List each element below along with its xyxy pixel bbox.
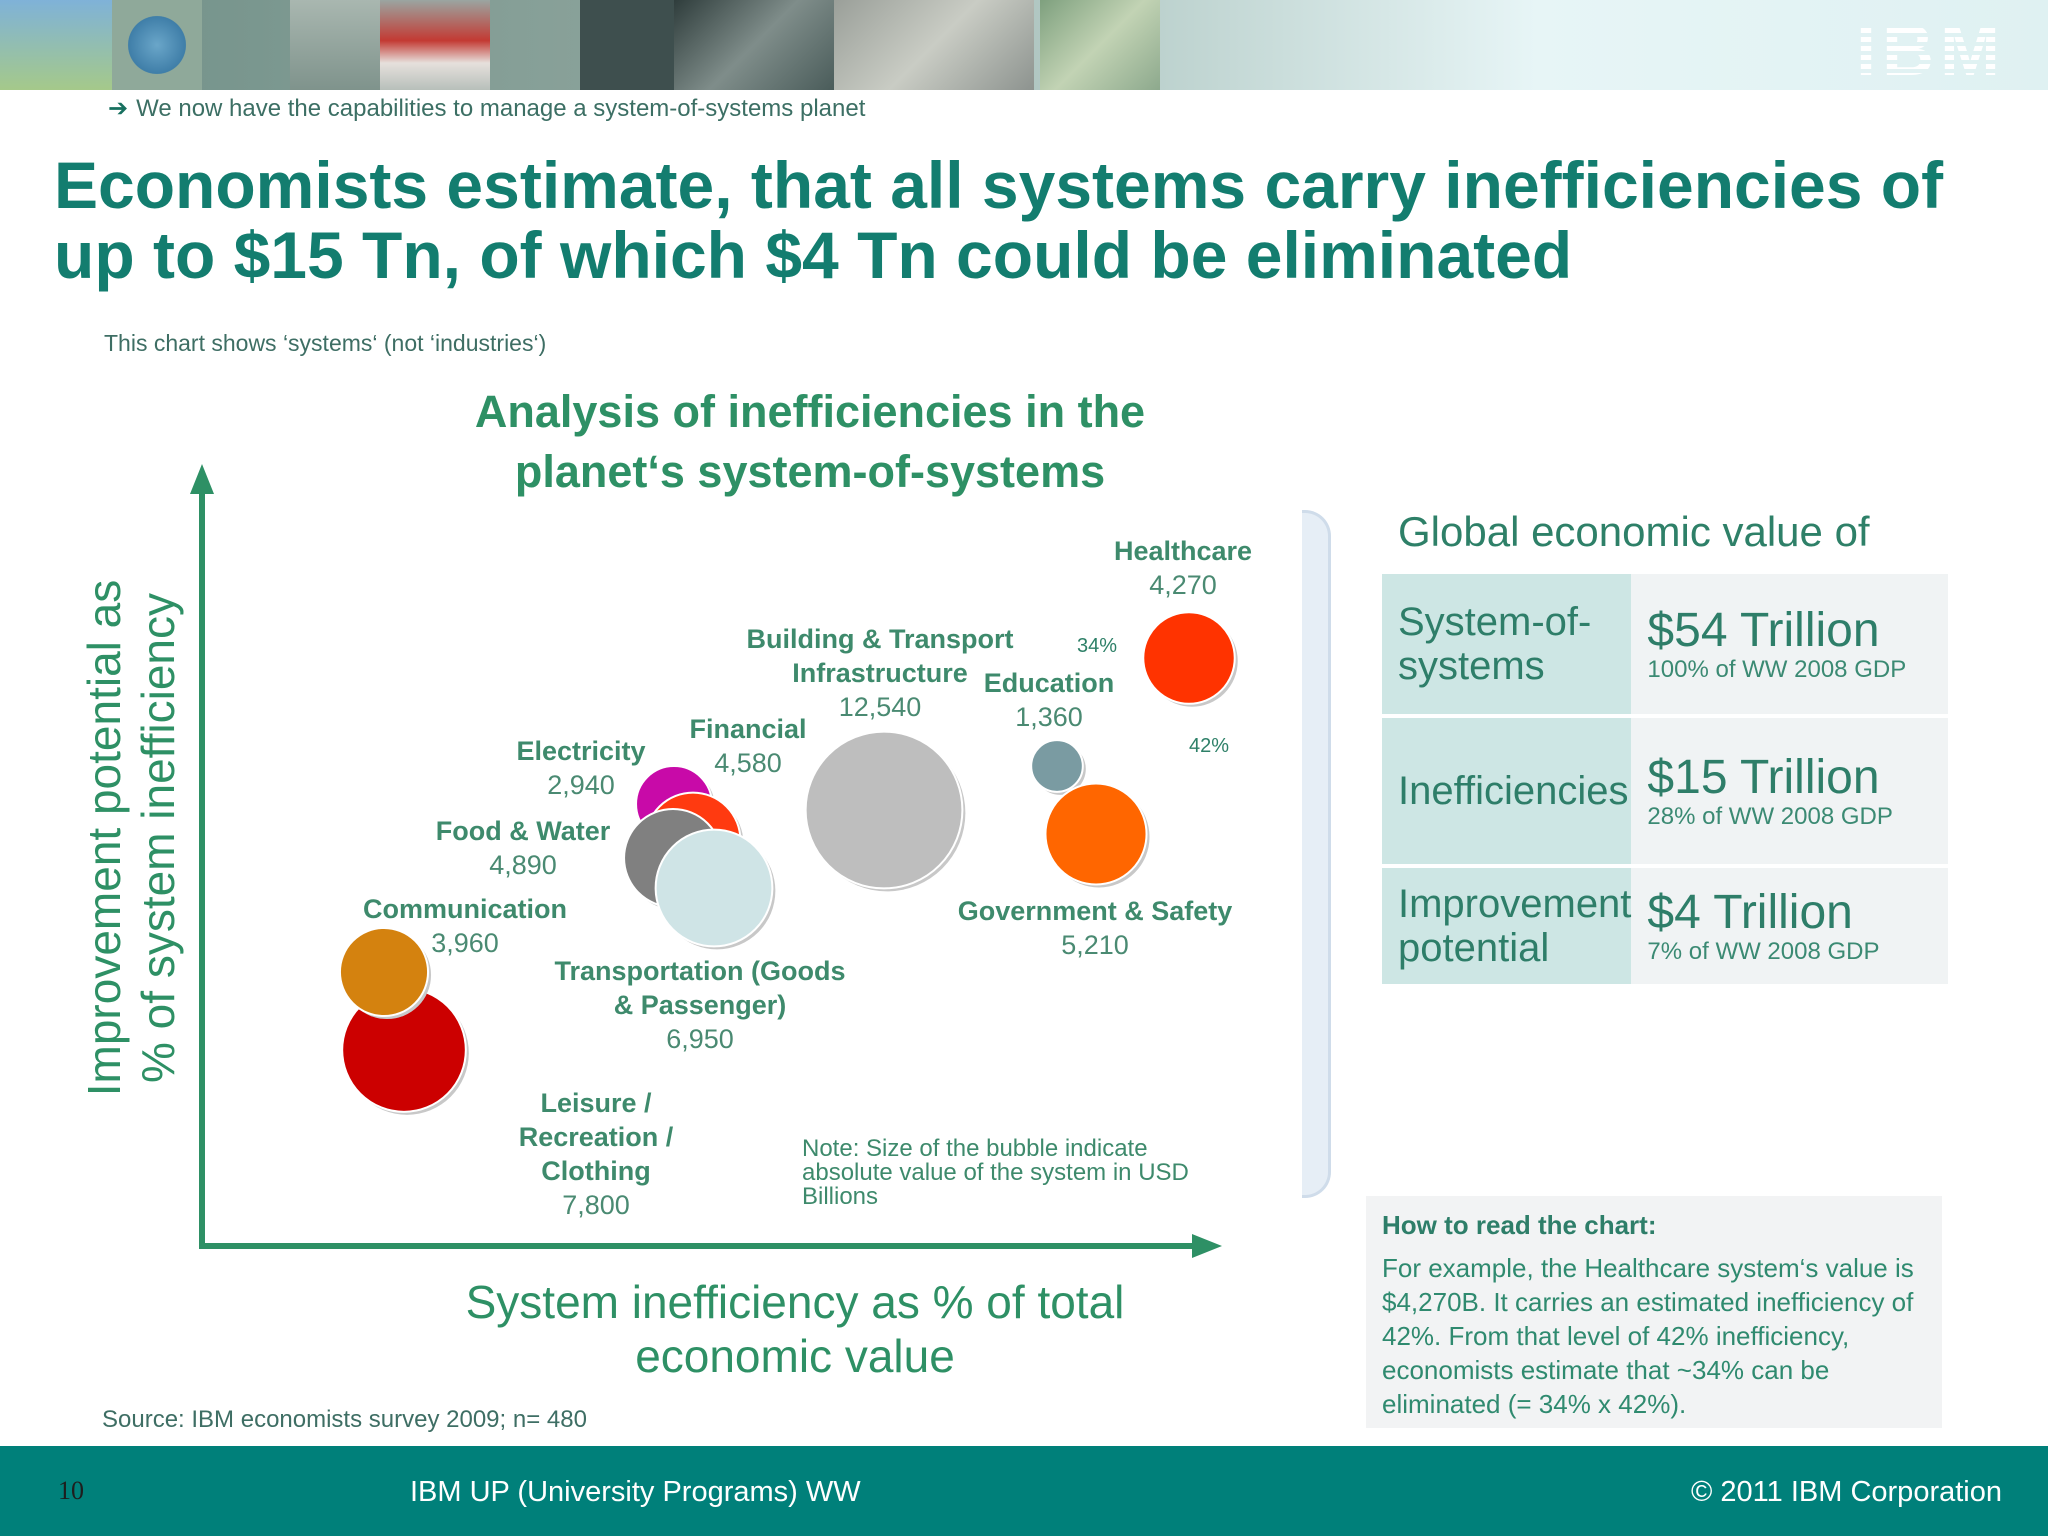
breadcrumb: ➔ We now have the capabilities to manage … bbox=[108, 94, 865, 123]
row-label: Inefficiencies bbox=[1382, 716, 1632, 866]
row-value: $15 Trillion 28% of WW 2008 GDP bbox=[1631, 716, 1948, 866]
bubble-value: 7,800 bbox=[562, 1190, 630, 1220]
breadcrumb-text: We now have the capabilities to manage a… bbox=[136, 95, 866, 122]
bubble-value: 2,940 bbox=[547, 770, 615, 800]
row-label: System-of-systems bbox=[1382, 574, 1632, 716]
x-axis-arrow bbox=[1192, 1234, 1222, 1258]
inefficiency-annotation: 42% bbox=[1189, 735, 1229, 757]
value-amount: $4 Trillion bbox=[1647, 886, 1853, 939]
table-row: System-of-systems $54 Trillion 100% of W… bbox=[1382, 574, 1948, 716]
bubble-label: Government & Safety bbox=[958, 896, 1233, 926]
banner-image bbox=[580, 0, 674, 90]
bubble-value: 4,890 bbox=[489, 850, 557, 880]
banner-image bbox=[834, 0, 1034, 90]
chart-title-line: planet‘s system-of-systems bbox=[514, 446, 1106, 497]
bubble-label: Electricity bbox=[516, 736, 645, 766]
how-to-read-title: How to read the chart: bbox=[1382, 1210, 1657, 1240]
banner-image bbox=[674, 0, 834, 90]
arrow-right-icon: ➔ bbox=[108, 95, 129, 122]
bubble-label: Leisure / bbox=[540, 1088, 652, 1118]
banner-image bbox=[0, 0, 112, 90]
row-label: Improvement potential bbox=[1382, 866, 1632, 986]
page-number: 10 bbox=[58, 1476, 84, 1505]
bubble-value: 1,360 bbox=[1015, 702, 1083, 732]
bubble-value: 12,540 bbox=[839, 692, 922, 722]
bubble-label: Transportation (Goods bbox=[554, 956, 845, 986]
bubble-label: Clothing bbox=[541, 1156, 650, 1186]
chart-title-line: Analysis of inefficiencies in the bbox=[474, 386, 1146, 437]
table-row: Improvement potential $4 Trillion 7% of … bbox=[1382, 866, 1948, 986]
global-value-table: System-of-systems $54 Trillion 100% of W… bbox=[1382, 574, 1948, 988]
ibm-logo: IBM bbox=[1856, 11, 2006, 91]
value-share: 100% of WW 2008 GDP bbox=[1647, 656, 1907, 683]
banner-image bbox=[380, 0, 490, 90]
row-value: $4 Trillion 7% of WW 2008 GDP bbox=[1631, 866, 1948, 986]
bubble-communication bbox=[338, 926, 430, 1018]
bubble-label: Food & Water bbox=[436, 816, 611, 846]
bubble-label: & Passenger) bbox=[614, 990, 787, 1020]
bubble-value: 6,950 bbox=[666, 1024, 734, 1054]
footer-program: IBM UP (University Programs) WW bbox=[410, 1476, 861, 1508]
bubble-value: 5,210 bbox=[1061, 930, 1129, 960]
bubble-label: Communication bbox=[363, 894, 567, 924]
page-title: Economists estimate, that all systems ca… bbox=[54, 148, 1944, 292]
bubble-transportation-goods-passenger bbox=[654, 828, 774, 948]
banner-image bbox=[112, 0, 202, 90]
value-share: 28% of WW 2008 GDP bbox=[1647, 803, 1893, 830]
bubble-size-note: Note: Size of the bubble indicate bbox=[802, 1135, 1148, 1162]
banner-image bbox=[1040, 0, 1160, 90]
bubble-size-note: absolute value of the system in USD bbox=[802, 1159, 1189, 1186]
how-to-read-text: For example, the Healthcare system‘s val… bbox=[1382, 1253, 1914, 1419]
bubble-education bbox=[1030, 739, 1084, 793]
x-axis-label: economic value bbox=[635, 1330, 955, 1382]
bubble-government-safety bbox=[1044, 782, 1148, 886]
bubble-value: 4,580 bbox=[714, 748, 782, 778]
footer-copyright: © 2011 IBM Corporation bbox=[1691, 1476, 2002, 1508]
table-row: Inefficiencies $15 Trillion 28% of WW 20… bbox=[1382, 716, 1948, 866]
bubble-value: 3,960 bbox=[431, 928, 499, 958]
header-banner: IBM bbox=[0, 0, 2048, 91]
bubble-label: Healthcare bbox=[1114, 536, 1252, 566]
bubble-chart: System inefficiency as % of totaleconomi… bbox=[78, 464, 1252, 1382]
how-to-read-box: How to read the chart: For example, the … bbox=[1366, 1196, 1942, 1428]
bubble-label: Infrastructure bbox=[792, 658, 968, 688]
chart-scope-note: This chart shows ‘systems‘ (not ‘industr… bbox=[104, 330, 547, 356]
bubble-label: Recreation / bbox=[519, 1122, 674, 1152]
value-amount: $54 Trillion bbox=[1647, 604, 1880, 657]
y-axis-label-line: % of system inefficiency bbox=[132, 593, 184, 1083]
y-axis-arrow bbox=[190, 464, 214, 494]
value-amount: $15 Trillion bbox=[1647, 751, 1880, 804]
chart-title: Analysis of inefficiencies in the planet… bbox=[380, 382, 1240, 502]
y-axis-label: Improvement potential as% of system inef… bbox=[78, 580, 184, 1097]
bubble-healthcare bbox=[1142, 611, 1236, 705]
footer-bar: 10 IBM UP (University Programs) WW © 201… bbox=[0, 1446, 2048, 1536]
value-share: 7% of WW 2008 GDP bbox=[1647, 938, 1880, 965]
bubble-building-transport-infrastructure bbox=[804, 730, 964, 890]
global-value-title: Global economic value of bbox=[1398, 508, 1870, 555]
chart-axes bbox=[190, 464, 1222, 1258]
bubble-label: Building & Transport bbox=[747, 624, 1014, 654]
bracket-divider bbox=[1302, 510, 1331, 1198]
bubble-label: Financial bbox=[689, 714, 806, 744]
x-axis-label: System inefficiency as % of total bbox=[466, 1276, 1125, 1328]
y-axis-label-line: Improvement potential as bbox=[78, 580, 130, 1097]
bubble-layer bbox=[338, 611, 1238, 1115]
bubble-value: 4,270 bbox=[1149, 570, 1217, 600]
row-value: $54 Trillion 100% of WW 2008 GDP bbox=[1631, 574, 1948, 716]
label-layer: System inefficiency as % of totaleconomi… bbox=[78, 536, 1252, 1382]
source-note: Source: IBM economists survey 2009; n= 4… bbox=[102, 1406, 587, 1433]
bubble-label: Education bbox=[984, 668, 1115, 698]
bubble-size-note: Billions bbox=[802, 1183, 878, 1210]
improvement-annotation: 34% bbox=[1077, 635, 1117, 657]
banner-image bbox=[290, 0, 380, 90]
